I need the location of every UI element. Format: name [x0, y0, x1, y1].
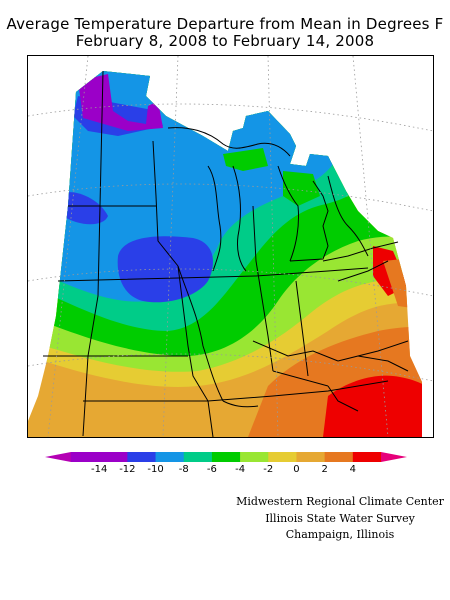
legend-tick-label: -6	[206, 464, 217, 475]
legend-swatch	[127, 452, 157, 462]
legend-swatch	[296, 452, 326, 462]
legend-tick-label: 2	[321, 464, 328, 475]
legend-swatch	[183, 452, 213, 462]
map-frame	[27, 55, 434, 438]
legend-swatch	[268, 452, 297, 462]
legend-swatch	[211, 452, 241, 462]
legend-swatch	[155, 452, 185, 462]
legend-tick-label: -12	[119, 464, 136, 475]
legend-tick-label: -4	[235, 464, 246, 475]
legend-swatch	[71, 452, 100, 462]
legend-swatch	[240, 452, 269, 462]
legend-swatch	[352, 452, 382, 462]
legend-tick-label: -10	[147, 464, 164, 475]
state-boundaries	[43, 70, 409, 437]
credit-organization: Midwestern Regional Climate Center	[236, 495, 444, 508]
legend-low-end	[45, 452, 71, 462]
color-scale-legend: -14 -12 -10 -8 -6 -4 -2 0 2 4	[45, 452, 407, 482]
legend-high-end	[381, 452, 407, 462]
map-title: Average Temperature Departure from Mean …	[6, 15, 444, 33]
temperature-contours	[28, 71, 422, 437]
legend-tick-label: 4	[349, 464, 356, 475]
color-scale-bar	[45, 452, 407, 462]
credit-institution: Illinois State Water Survey	[265, 512, 415, 525]
legend-tick-label: -8	[178, 464, 189, 475]
legend-swatch	[324, 452, 354, 462]
credit-location: Champaign, Illinois	[285, 528, 395, 541]
temperature-departure-map	[28, 56, 433, 437]
legend-tick-label: -14	[91, 464, 108, 475]
legend-tick-label: 0	[293, 464, 300, 475]
legend-tick-label: -2	[263, 464, 274, 475]
map-date-range: February 8, 2008 to February 14, 2008	[75, 32, 375, 50]
legend-swatch	[99, 452, 128, 462]
lat-lon-grid	[28, 56, 433, 437]
